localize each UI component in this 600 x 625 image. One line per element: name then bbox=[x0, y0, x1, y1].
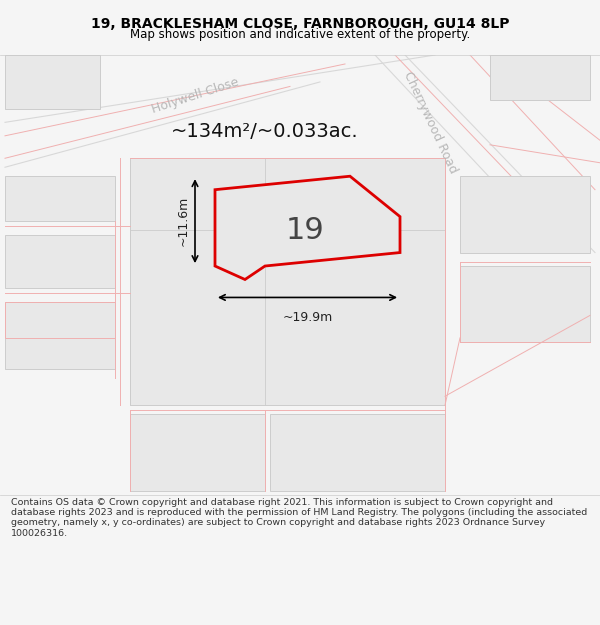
Polygon shape bbox=[460, 176, 590, 252]
Text: 19, BRACKLESHAM CLOSE, FARNBOROUGH, GU14 8LP: 19, BRACKLESHAM CLOSE, FARNBOROUGH, GU14… bbox=[91, 16, 509, 31]
Polygon shape bbox=[130, 414, 265, 491]
Polygon shape bbox=[130, 158, 445, 405]
Text: Contains OS data © Crown copyright and database right 2021. This information is : Contains OS data © Crown copyright and d… bbox=[11, 498, 587, 538]
Polygon shape bbox=[270, 414, 445, 491]
Polygon shape bbox=[5, 234, 115, 289]
Text: 19: 19 bbox=[286, 216, 325, 244]
Text: Map shows position and indicative extent of the property.: Map shows position and indicative extent… bbox=[130, 28, 470, 41]
Text: Holywell Close: Holywell Close bbox=[150, 75, 240, 116]
Text: ~11.6m: ~11.6m bbox=[177, 196, 190, 246]
Text: ~19.9m: ~19.9m bbox=[283, 311, 332, 324]
Text: Cherrywood Road: Cherrywood Road bbox=[401, 69, 460, 176]
Polygon shape bbox=[5, 302, 115, 369]
Polygon shape bbox=[5, 176, 115, 221]
Polygon shape bbox=[5, 55, 100, 109]
Text: ~134m²/~0.033ac.: ~134m²/~0.033ac. bbox=[171, 122, 359, 141]
Polygon shape bbox=[215, 176, 400, 279]
Polygon shape bbox=[490, 55, 590, 100]
Polygon shape bbox=[460, 266, 590, 342]
